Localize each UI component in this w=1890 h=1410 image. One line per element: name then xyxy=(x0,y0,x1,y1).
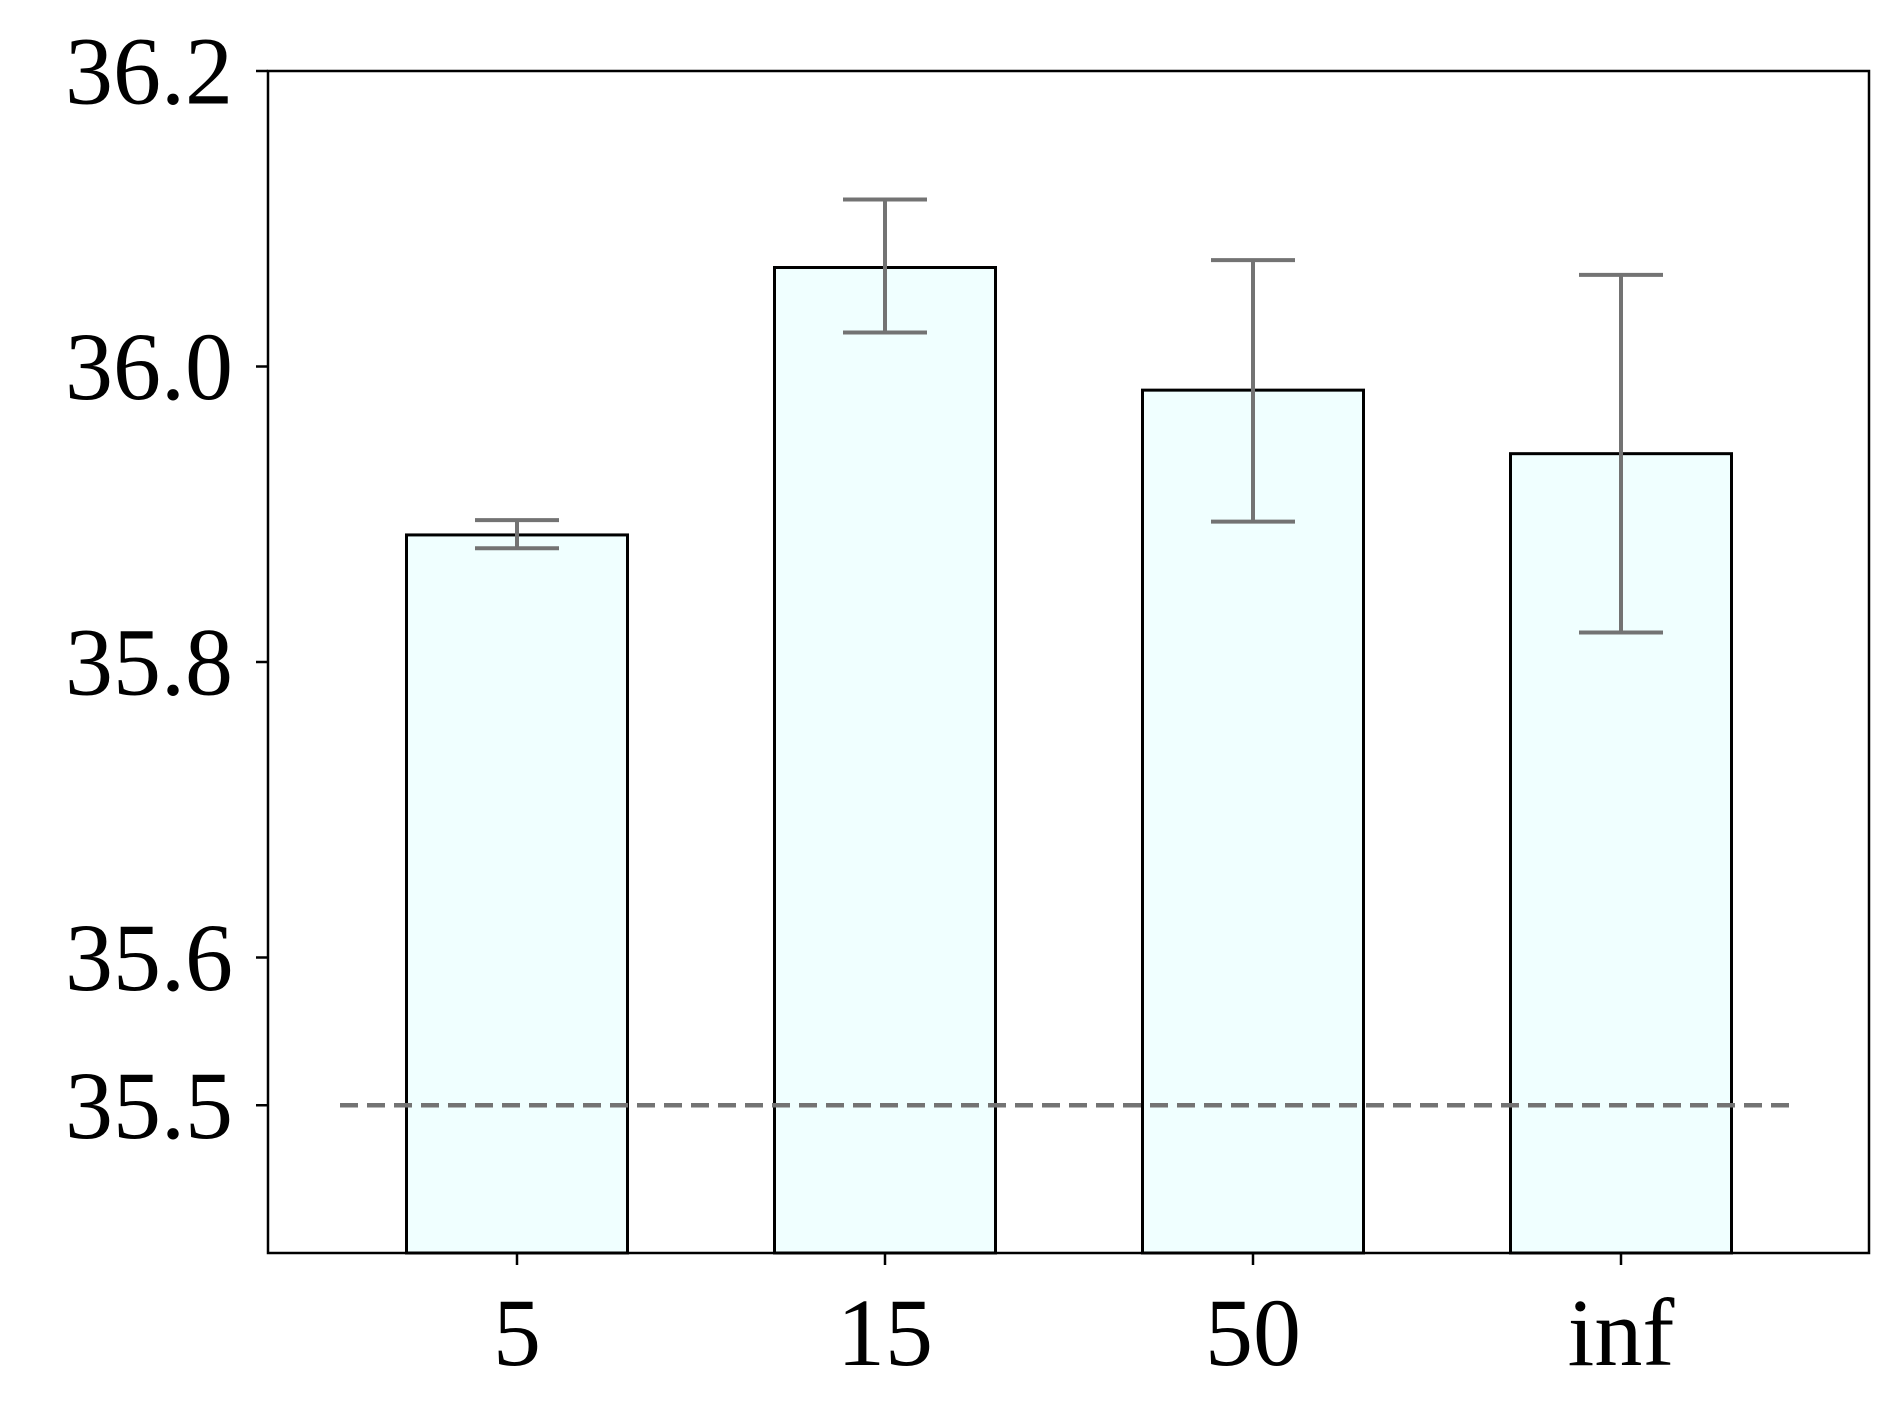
y-tick-label: 36.2 xyxy=(65,18,233,125)
x-tick-label: 50 xyxy=(1205,1279,1301,1386)
axes-layer xyxy=(256,69,1871,1265)
y-tick-label: 35.8 xyxy=(65,609,233,716)
bar-5 xyxy=(405,533,629,1255)
x-tick-label: inf xyxy=(1568,1279,1675,1386)
tick-labels-layer: 35.5 35.6 35.8 36.0 36.2 5 15 50 inf xyxy=(65,18,1674,1387)
x-tick-label: 15 xyxy=(837,1279,933,1386)
error-bars-layer xyxy=(475,197,1663,635)
bar-15 xyxy=(773,266,997,1255)
y-tick-label: 35.6 xyxy=(65,904,233,1011)
y-tick-label: 35.5 xyxy=(65,1052,233,1159)
y-tick-label: 36.0 xyxy=(65,313,233,420)
x-tick-label: 5 xyxy=(493,1279,541,1386)
